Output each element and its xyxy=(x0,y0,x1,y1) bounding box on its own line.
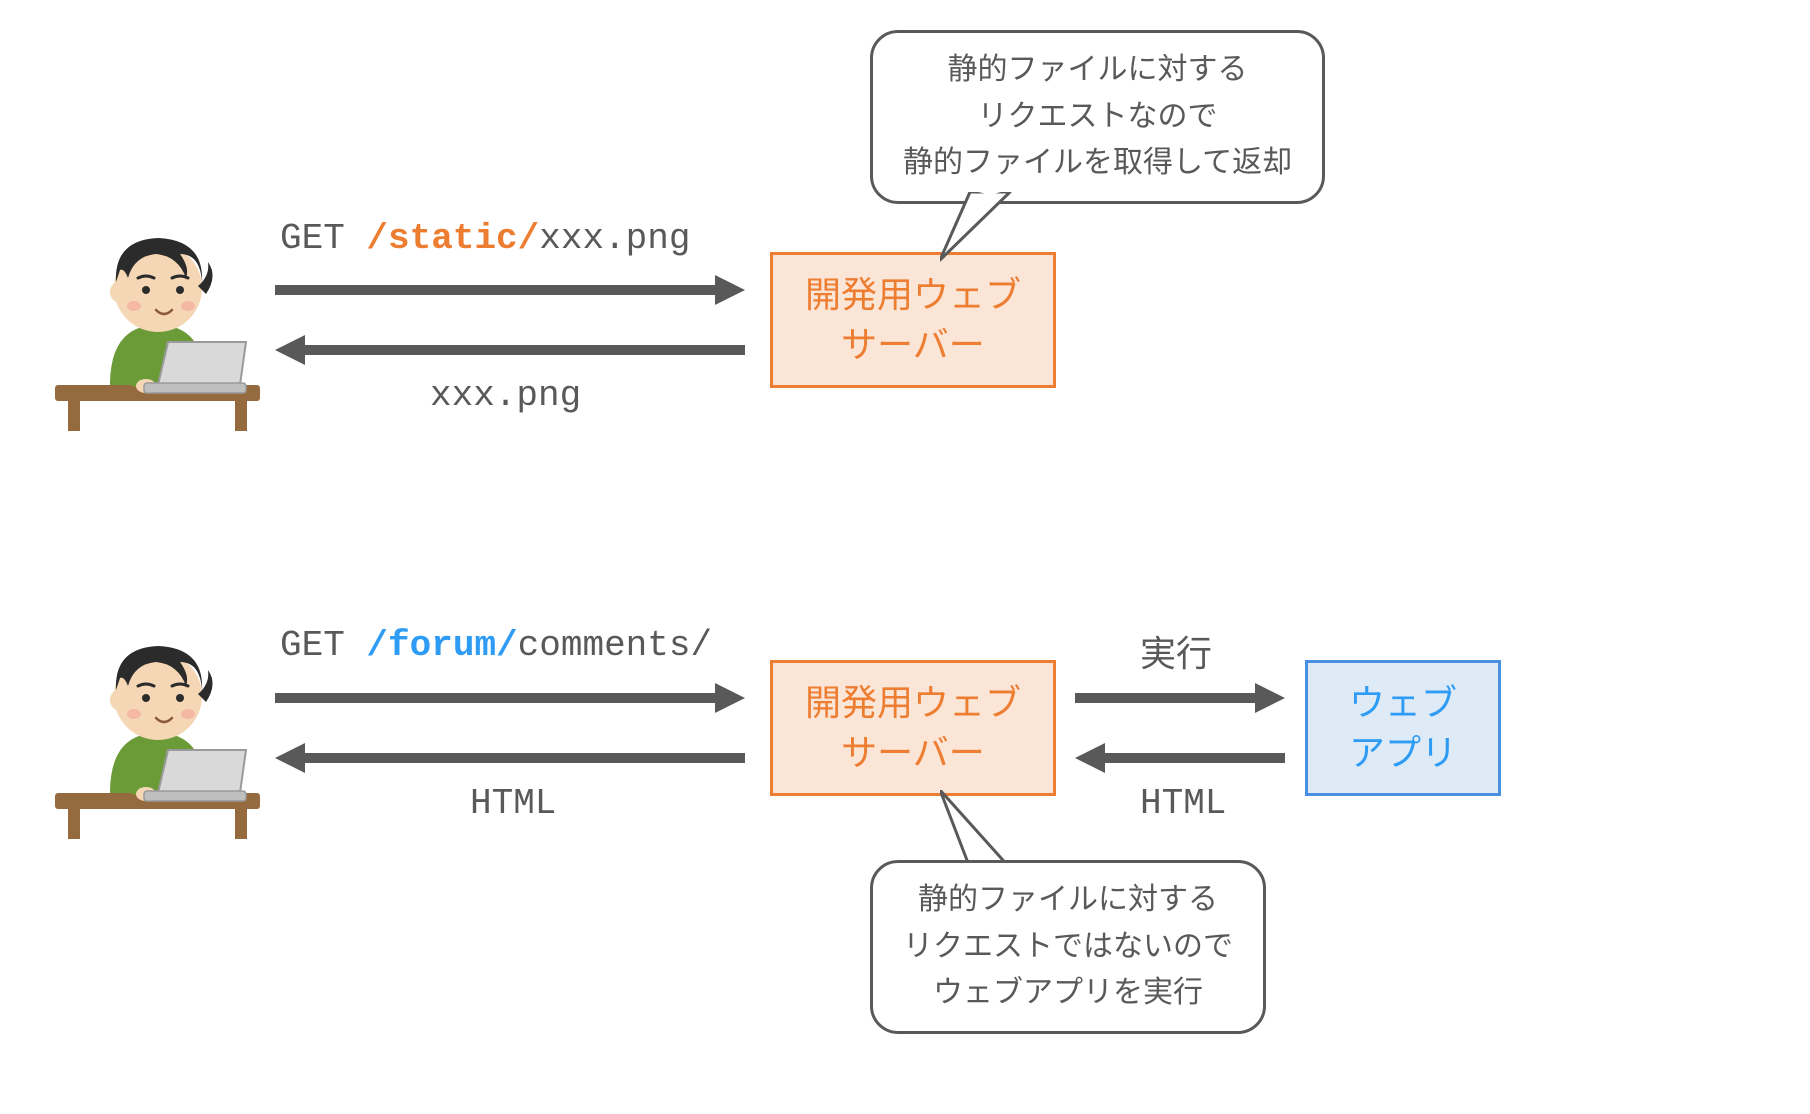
speech-line3: 静的ファイルを取得して返却 xyxy=(903,140,1292,187)
speech-line1: 静的ファイルに対する xyxy=(918,877,1218,924)
server-box-line2: サーバー xyxy=(841,320,985,370)
request-path-rest: comments/ xyxy=(518,625,712,666)
flow1-speech-bubble: 静的ファイルに対する リクエストなので 静的ファイルを取得して返却 xyxy=(870,30,1325,204)
app-box-line1: ウェブ xyxy=(1349,678,1457,728)
flow1-speech-tail xyxy=(940,192,1020,262)
diagram-canvas: GET /static/xxx.png xxx.png 開発用ウェブ サーバー … xyxy=(0,0,1810,1114)
flow1-request-label: GET /static/xxx.png xyxy=(280,218,690,259)
flow2-app-box: ウェブ アプリ xyxy=(1305,660,1501,796)
flow2-request-arrow xyxy=(275,683,745,713)
request-method: GET xyxy=(280,218,345,259)
flow2-exec-label: 実行 xyxy=(1140,625,1212,677)
flow2-server-box: 開発用ウェブ サーバー xyxy=(770,660,1056,796)
flow1-response-label: xxx.png xyxy=(430,375,581,416)
server-box-line1: 開発用ウェブ xyxy=(805,678,1021,728)
flow2-exec-arrow xyxy=(1075,683,1285,713)
flow2-request-label: GET /forum/comments/ xyxy=(280,625,712,666)
request-path-rest: xxx.png xyxy=(539,218,690,259)
flow2-speech-tail xyxy=(940,790,1020,870)
flow1-server-box: 開発用ウェブ サーバー xyxy=(770,252,1056,388)
speech-line2: リクエストなので xyxy=(978,94,1218,141)
flow1-response-arrow xyxy=(275,335,745,365)
flow2-exec-response-arrow xyxy=(1075,743,1285,773)
app-box-line2: アプリ xyxy=(1349,728,1457,778)
flow2-response-label: HTML xyxy=(470,783,556,824)
user-icon xyxy=(40,210,270,445)
speech-line2: リクエストではないので xyxy=(903,924,1233,971)
flow2-response-arrow xyxy=(275,743,745,773)
speech-line1: 静的ファイルに対する xyxy=(948,47,1248,94)
request-path-highlight: /static/ xyxy=(366,218,539,259)
flow2-speech-bubble: 静的ファイルに対する リクエストではないので ウェブアプリを実行 xyxy=(870,860,1266,1034)
server-box-line1: 開発用ウェブ xyxy=(805,270,1021,320)
speech-line3: ウェブアプリを実行 xyxy=(933,970,1203,1017)
user-icon xyxy=(40,618,270,853)
request-path-highlight: /forum/ xyxy=(366,625,517,666)
request-method: GET xyxy=(280,625,345,666)
flow2-exec-response-label: HTML xyxy=(1140,783,1226,824)
server-box-line2: サーバー xyxy=(841,728,985,778)
flow1-request-arrow xyxy=(275,275,745,305)
